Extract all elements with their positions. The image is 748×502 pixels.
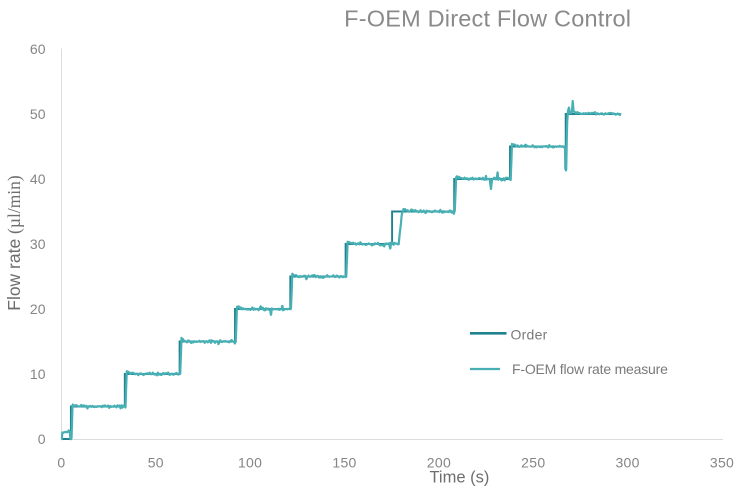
svg-text:F-OEM Direct Flow Control: F-OEM Direct Flow Control	[344, 6, 631, 32]
svg-text:50: 50	[30, 106, 46, 122]
svg-text:60: 60	[30, 41, 46, 57]
svg-text:350: 350	[710, 454, 734, 470]
svg-text:Flow rate (µl/min): Flow rate (µl/min)	[4, 175, 24, 311]
svg-text:F-OEM flow rate measure: F-OEM flow rate measure	[512, 361, 668, 377]
svg-text:10: 10	[30, 366, 46, 382]
svg-text:150: 150	[332, 454, 356, 470]
svg-text:30: 30	[30, 236, 46, 252]
svg-text:200: 200	[427, 454, 451, 470]
svg-text:Time (s): Time (s)	[429, 469, 489, 487]
svg-text:300: 300	[615, 454, 639, 470]
svg-text:0: 0	[57, 454, 65, 470]
svg-text:50: 50	[148, 454, 164, 470]
svg-text:250: 250	[521, 454, 545, 470]
svg-text:40: 40	[30, 171, 46, 187]
svg-text:Order: Order	[511, 326, 548, 342]
svg-text:20: 20	[30, 301, 46, 317]
svg-text:0: 0	[38, 431, 46, 447]
svg-text:100: 100	[238, 454, 262, 470]
